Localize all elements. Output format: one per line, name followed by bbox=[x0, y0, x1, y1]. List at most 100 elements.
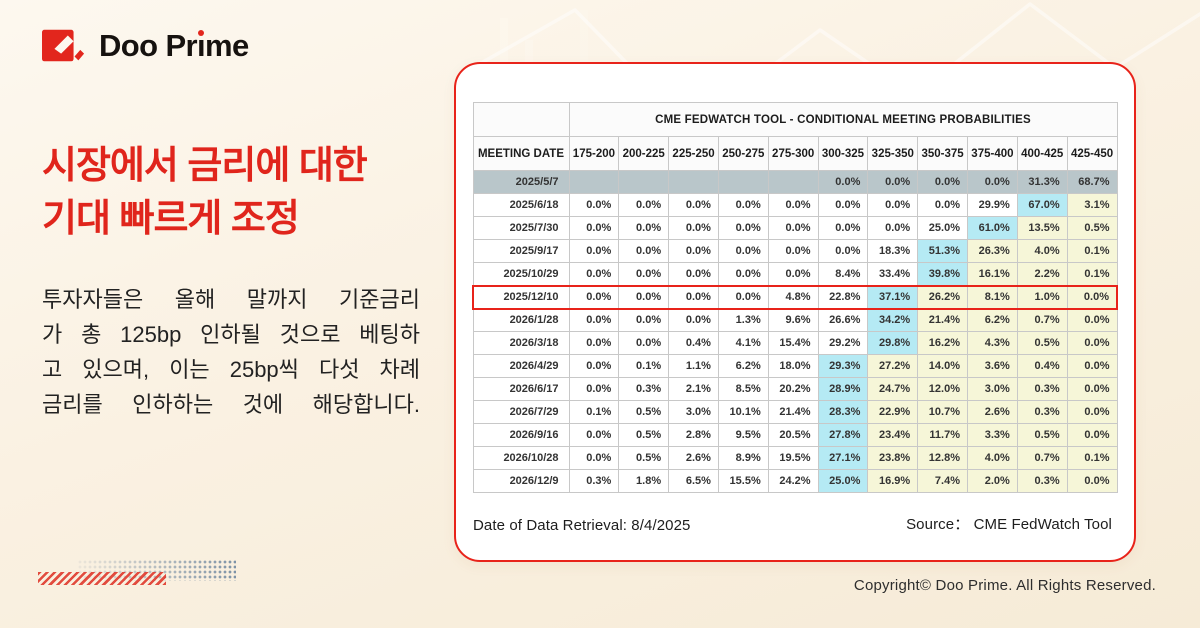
prob-cell: 0.1% bbox=[1066, 446, 1118, 470]
prob-cell: 2.1% bbox=[668, 377, 719, 401]
prob-cell: 4.0% bbox=[1016, 239, 1068, 263]
table-row: 2026/10/28 0.0% 0.5% 2.6% 8.9% 19.5% 27.1% 23.8… bbox=[472, 446, 1118, 470]
prob-cell: 3.0% bbox=[967, 377, 1018, 401]
prob-cell: 0.0% bbox=[867, 216, 919, 240]
prob-cell: 0.0% bbox=[1066, 377, 1118, 401]
prob-cell: 0.3% bbox=[1016, 377, 1068, 401]
prob-cell: 0.0% bbox=[568, 377, 620, 401]
prob-cell bbox=[618, 170, 670, 194]
prob-cell: 0.0% bbox=[568, 284, 620, 310]
prob-cell: 0.3% bbox=[618, 377, 670, 401]
prob-cell: 13.5% bbox=[1016, 216, 1068, 240]
prob-cell: 8.4% bbox=[817, 262, 869, 286]
rate-range-header: 325-350 bbox=[867, 136, 919, 171]
prob-cell: 0.0% bbox=[668, 216, 719, 240]
prob-cell: 29.8% bbox=[867, 331, 919, 355]
prob-table-body: 2025/5/7 0.0% 0.0% 0.0% 0.0% 31.3% 68.7% 2025/6… bbox=[472, 170, 1118, 493]
prob-cell: 34.2% bbox=[867, 308, 919, 332]
prob-cell: 7.4% bbox=[917, 469, 968, 493]
prob-cell: 0.0% bbox=[668, 308, 719, 332]
prob-cell: 0.0% bbox=[817, 170, 869, 194]
prob-cell: 0.0% bbox=[618, 262, 670, 286]
body-copy: 투자자들은 올해 말까지 기준금리 가 총 125bp 인하될 것으로 베팅하 … bbox=[42, 282, 420, 422]
logo-text: Doo Prı me bbox=[99, 28, 249, 63]
prob-cell: 1.1% bbox=[668, 354, 719, 378]
prob-cell: 24.7% bbox=[867, 377, 919, 401]
rate-header-row: MEETING DATE 175-200 200-225 225-250 250-27… bbox=[472, 136, 1118, 171]
prob-cell bbox=[668, 170, 719, 194]
prob-cell: 0.0% bbox=[568, 239, 620, 263]
prob-cell: 1.8% bbox=[618, 469, 670, 493]
prob-cell: 0.0% bbox=[1066, 423, 1118, 447]
prob-cell: 0.0% bbox=[867, 170, 919, 194]
prob-cell: 18.0% bbox=[767, 354, 819, 378]
meeting-date-cell: 2026/10/28 bbox=[472, 446, 570, 470]
prob-cell: 2.0% bbox=[967, 469, 1018, 493]
prob-cell: 14.0% bbox=[917, 354, 968, 378]
prob-cell: 0.0% bbox=[618, 193, 670, 217]
prob-cell: 0.0% bbox=[568, 354, 620, 378]
prob-cell: 0.0% bbox=[618, 331, 670, 355]
body-line: 금리를 인하하는 것에 해당합니다. bbox=[42, 392, 420, 417]
prob-cell: 0.0% bbox=[618, 216, 670, 240]
prob-cell: 16.2% bbox=[917, 331, 968, 355]
rate-range-header: 375-400 bbox=[967, 136, 1018, 171]
prob-cell: 29.2% bbox=[817, 331, 869, 355]
prob-cell: 15.5% bbox=[717, 469, 769, 493]
prob-cell: 0.0% bbox=[568, 331, 620, 355]
prob-cell: 0.0% bbox=[618, 284, 670, 310]
table-title-row: CME FEDWATCH TOOL - CONDITIONAL MEETING … bbox=[472, 102, 1118, 137]
prob-cell: 0.5% bbox=[618, 400, 670, 424]
prob-cell: 12.8% bbox=[917, 446, 968, 470]
prob-cell: 0.5% bbox=[1016, 423, 1068, 447]
prob-cell: 51.3% bbox=[917, 239, 968, 263]
prob-cell: 0.0% bbox=[1066, 284, 1118, 310]
prob-cell: 31.3% bbox=[1016, 170, 1068, 194]
prob-cell: 6.5% bbox=[668, 469, 719, 493]
prob-cell: 0.3% bbox=[568, 469, 620, 493]
prob-cell: 0.0% bbox=[568, 446, 620, 470]
headline-line: 시장에서 금리에 대한 bbox=[42, 145, 368, 187]
prob-cell: 2.6% bbox=[668, 446, 719, 470]
table-row: 2025/10/29 0.0% 0.0% 0.0% 0.0% 0.0% 8.4% 33.4% 3… bbox=[472, 262, 1118, 286]
rate-range-header: 250-275 bbox=[717, 136, 769, 171]
meeting-date-cell: 2026/3/18 bbox=[472, 331, 570, 355]
prob-cell: 67.0% bbox=[1016, 193, 1068, 217]
rate-range-header: 200-225 bbox=[618, 136, 670, 171]
meeting-date-cell: 2026/1/28 bbox=[472, 308, 570, 332]
body-line: 고 있으며, 이는 25bp씩 다섯 차례 bbox=[42, 357, 420, 382]
body-line: 투자자들은 올해 말까지 기준금리 bbox=[42, 287, 420, 312]
prob-cell: 12.0% bbox=[917, 377, 968, 401]
prob-cell: 0.0% bbox=[568, 262, 620, 286]
prob-cell: 16.9% bbox=[867, 469, 919, 493]
data-retrieval-date: Date of Data Retrieval: 8/4/2025 bbox=[473, 517, 691, 534]
prob-cell: 0.1% bbox=[618, 354, 670, 378]
prob-cell: 0.4% bbox=[1016, 354, 1068, 378]
table-row: 2026/4/29 0.0% 0.1% 1.1% 6.2% 18.0% 29.3% 27.2%… bbox=[472, 354, 1118, 378]
prob-cell: 4.1% bbox=[717, 331, 769, 355]
prob-cell: 20.5% bbox=[767, 423, 819, 447]
prob-cell: 0.0% bbox=[568, 308, 620, 332]
table-row: 2026/1/28 0.0% 0.0% 0.0% 1.3% 9.6% 26.6% 34.2% 2… bbox=[472, 308, 1118, 332]
prob-cell: 61.0% bbox=[967, 216, 1018, 240]
prob-cell: 21.4% bbox=[767, 400, 819, 424]
meeting-date-cell: 2025/5/7 bbox=[472, 170, 570, 194]
meeting-date-cell: 2026/4/29 bbox=[472, 354, 570, 378]
prob-cell: 2.2% bbox=[1016, 262, 1068, 286]
prob-cell: 27.8% bbox=[817, 423, 869, 447]
prob-cell: 0.0% bbox=[618, 308, 670, 332]
meeting-date-cell: 2025/7/30 bbox=[472, 216, 570, 240]
table-row: 2025/5/7 0.0% 0.0% 0.0% 0.0% 31.3% 68.7% bbox=[472, 170, 1118, 194]
prob-cell: 22.9% bbox=[867, 400, 919, 424]
prob-cell: 2.6% bbox=[967, 400, 1018, 424]
prob-cell: 39.8% bbox=[917, 262, 968, 286]
probability-card: CME FEDWATCH TOOL - CONDITIONAL MEETING … bbox=[454, 62, 1136, 562]
prob-cell bbox=[717, 170, 769, 194]
prob-cell: 0.7% bbox=[1016, 308, 1068, 332]
prob-cell: 0.0% bbox=[817, 216, 869, 240]
meeting-date-cell: 2025/9/17 bbox=[472, 239, 570, 263]
prob-cell: 0.0% bbox=[1066, 354, 1118, 378]
prob-cell: 0.0% bbox=[717, 284, 769, 310]
table-row: 2025/7/30 0.0% 0.0% 0.0% 0.0% 0.0% 0.0% 0.0% 25.… bbox=[472, 216, 1118, 240]
prob-cell: 33.4% bbox=[867, 262, 919, 286]
